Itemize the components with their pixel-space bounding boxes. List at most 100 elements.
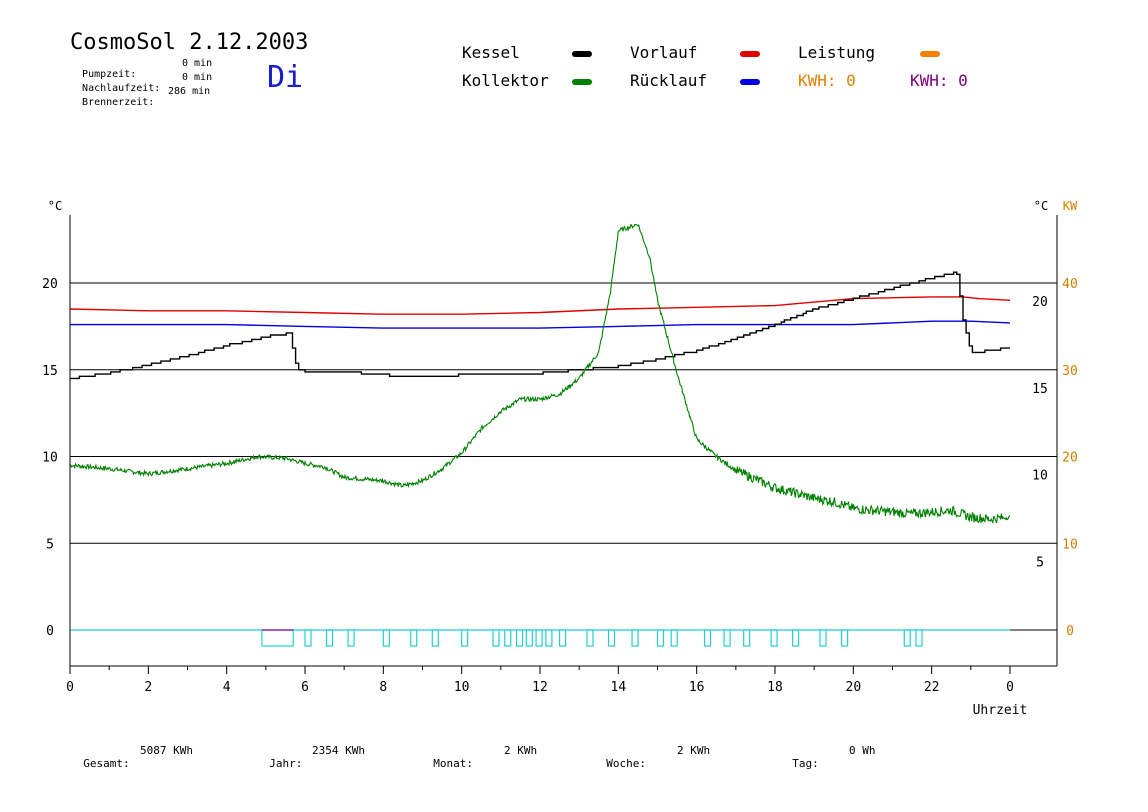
axis-labels: 0 2 4 6 8 10 12 14 16 18 20 22 0 Uhrzeit 0 5 10 15 20 °C 5 10…: [42, 199, 1078, 718]
page-title: CosmoSol 2.12.2003: [70, 30, 309, 55]
x-tick-label: 16: [689, 680, 705, 695]
legend-kessel-swatch: [572, 51, 592, 57]
burner-pulse: [515, 629, 524, 647]
burner-pulse: [261, 629, 294, 647]
legend-kwh-total: KWH: 0: [910, 71, 968, 90]
stat-label: Brennerzeit:: [82, 97, 155, 108]
y-right-axis-title: °C: [1034, 199, 1048, 213]
stat-value: 286 min: [168, 86, 211, 97]
legend-kollektor-swatch: [572, 79, 592, 85]
burner-pulse: [915, 629, 923, 647]
burner-pulse: [631, 629, 639, 647]
series-line-ruecklauf: [70, 320, 1011, 329]
burner-pulse: [504, 629, 512, 647]
burner-pulse: [492, 629, 500, 647]
footer-label: Woche:: [606, 757, 646, 770]
series-line-vorlauf: [69, 296, 1011, 315]
burner-pulse: [325, 629, 334, 647]
y-left-tick-label: 15: [42, 364, 58, 379]
x-tick-label: 0: [66, 680, 74, 695]
legend-vorlauf-swatch: [740, 51, 760, 57]
x-tick-label: 20: [846, 680, 862, 695]
x-tick-label: 18: [767, 680, 783, 695]
footer-woche: Woche: 2 KWh: [593, 744, 710, 783]
legend-ruecklauf-label: Rücklauf: [630, 71, 708, 90]
legend-kwh-leistung: KWH: 0: [798, 71, 856, 90]
y-right-tick-label: 20: [1032, 295, 1048, 310]
stat-nachlaufzeit: Nachlaufzeit: 0 min: [70, 72, 212, 105]
y-right-tick-label: 15: [1032, 382, 1048, 397]
x-tick-label: 12: [532, 680, 548, 695]
x-tick-label: 10: [454, 680, 470, 695]
series-lines: [69, 223, 1011, 524]
axes: [69, 215, 1058, 674]
footer-label: Monat:: [433, 757, 473, 770]
kw-tick-label: 40: [1062, 277, 1078, 292]
legend-leistung-label: Leistung: [798, 43, 876, 62]
burner-pulse: [743, 629, 751, 647]
legend-leistung-swatch: [920, 51, 940, 57]
legend-kollektor-label: Kollektor: [462, 71, 549, 90]
y-left-axis-title: °C: [48, 199, 62, 213]
burner-pulse: [903, 629, 911, 647]
y-left-tick-label: 10: [42, 451, 58, 466]
footer-value: 5087 KWh: [140, 744, 193, 757]
burner-pulse: [431, 629, 439, 647]
stat-value: 0 min: [182, 58, 213, 69]
burner-pulse: [558, 629, 567, 647]
burner-pulse: [304, 629, 312, 647]
legend-vorlauf-label: Vorlauf: [630, 43, 698, 62]
kw-tick-label: 0: [1066, 624, 1074, 639]
x-tick-label: 14: [611, 680, 627, 695]
burner-pulse: [461, 629, 469, 647]
burner-pulse: [607, 629, 616, 647]
y-right-tick-label: 5: [1036, 555, 1044, 570]
burner-pulses: [70, 629, 1057, 647]
series-line-kollektor: [69, 223, 1011, 524]
y-left-tick-label: 0: [46, 624, 54, 639]
x-tick-label: 6: [301, 680, 309, 695]
stat-value: 0 min: [182, 72, 213, 83]
stat-label: Nachlaufzeit:: [82, 83, 161, 94]
x-tick-label: 2: [144, 680, 152, 695]
footer-value: 2354 KWh: [312, 744, 365, 757]
legend-kessel-label: Kessel: [462, 43, 520, 62]
kw-axis-title: KW: [1063, 199, 1078, 213]
footer-label: Tag:: [792, 757, 819, 770]
burner-pulse: [586, 629, 594, 647]
burner-pulse: [819, 629, 827, 647]
y-left-tick-label: 5: [46, 537, 54, 552]
footer-monat: Monat: 2 KWh: [420, 744, 537, 783]
x-tick-label: 0: [1006, 680, 1014, 695]
burner-pulse: [347, 629, 355, 647]
footer-tag: Tag: 0 Wh: [779, 744, 875, 783]
burner-pulse: [670, 629, 678, 647]
series-line-kessel: [70, 271, 1010, 380]
burner-pulse: [410, 629, 418, 647]
x-tick-label: 8: [379, 680, 387, 695]
y-left-tick-label: 20: [42, 277, 58, 292]
footer-label: Jahr:: [269, 757, 303, 770]
stat-label: Pumpzeit:: [82, 69, 137, 80]
x-axis-title: Uhrzeit: [973, 703, 1028, 718]
kw-tick-label: 30: [1062, 364, 1078, 379]
grid: [70, 282, 1057, 631]
burner-pulse: [525, 629, 533, 647]
weekday-label: Di: [267, 60, 304, 95]
footer-value: 0 Wh: [849, 744, 876, 757]
x-tick-label: 4: [223, 680, 231, 695]
footer-value: 2 KWh: [677, 744, 711, 757]
burner-pulse: [535, 629, 543, 647]
y-right-tick-label: 10: [1032, 469, 1048, 484]
footer-label: Gesamt:: [83, 757, 130, 770]
kw-tick-label: 10: [1062, 537, 1078, 552]
footer-value: 2 KWh: [504, 744, 538, 757]
footer-gesamt: Gesamt: 5087 KWh: [70, 744, 193, 783]
burner-pulse: [382, 629, 390, 647]
burner-pulse: [792, 629, 800, 647]
stat-brennerzeit: Brennerzeit: 286 min: [70, 86, 210, 119]
burner-pulse: [703, 629, 712, 647]
burner-pulse: [723, 629, 731, 647]
burner-pulse: [840, 629, 849, 647]
